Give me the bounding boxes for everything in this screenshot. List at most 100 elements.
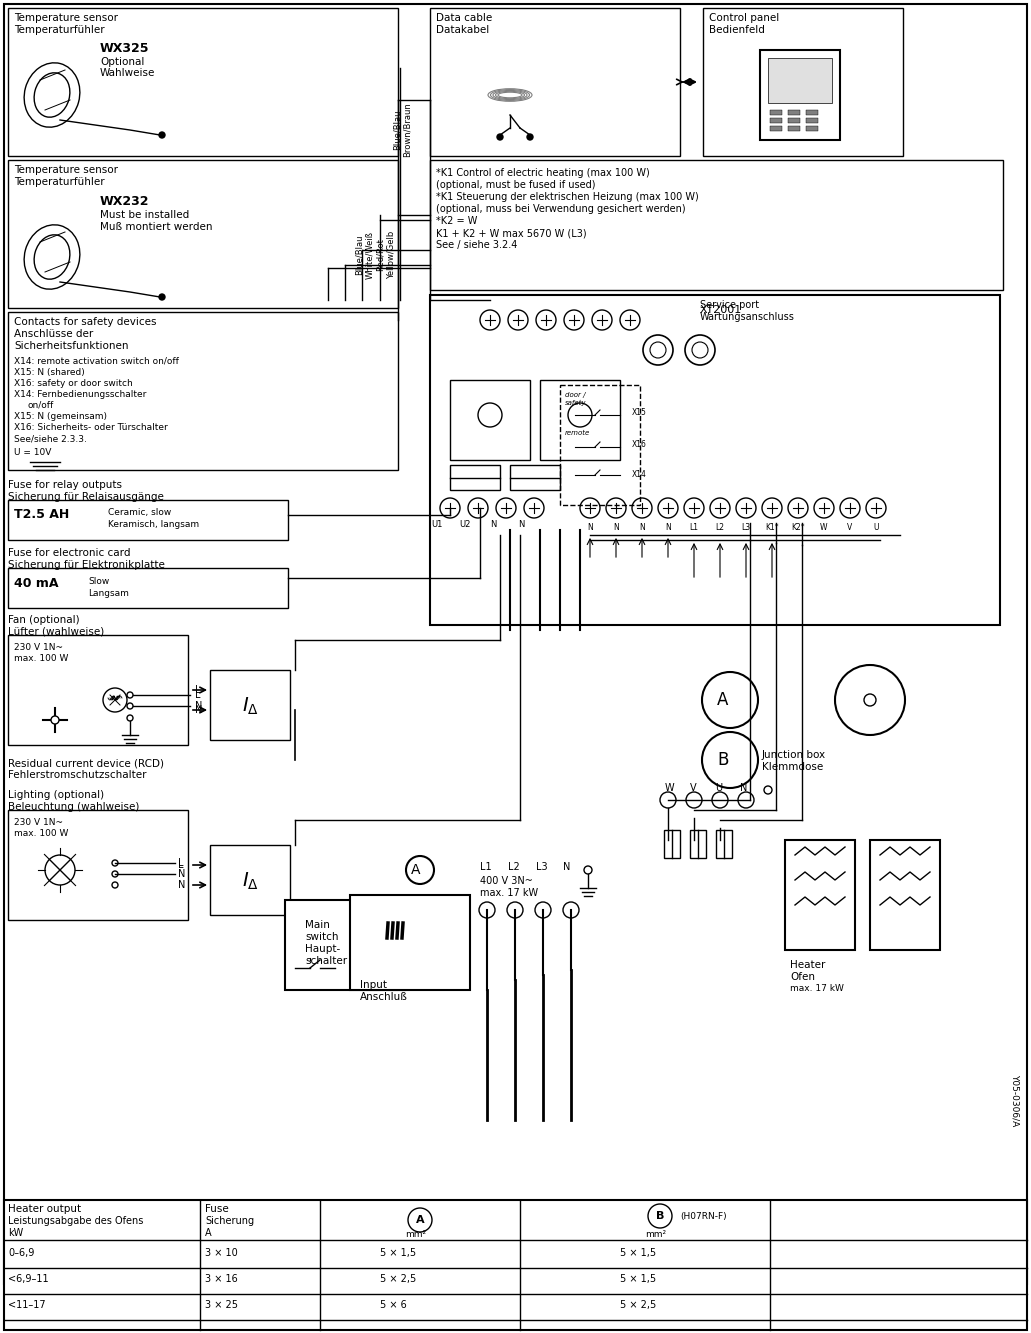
Text: Heater output: Heater output <box>8 1204 81 1214</box>
Bar <box>8 500 288 540</box>
Circle shape <box>535 902 551 918</box>
Text: Lighting (optional): Lighting (optional) <box>8 790 104 800</box>
Text: max. 17 kW: max. 17 kW <box>480 888 538 898</box>
Text: Leistungsabgabe des Ofens: Leistungsabgabe des Ofens <box>8 1216 143 1226</box>
Bar <box>716 830 732 858</box>
Circle shape <box>632 499 652 519</box>
Text: Temperaturfühler: Temperaturfühler <box>14 177 104 187</box>
Text: X16: Sicherheits- oder Türschalter: X16: Sicherheits- oder Türschalter <box>14 423 168 432</box>
Text: W: W <box>821 523 828 532</box>
Bar <box>450 465 500 491</box>
Text: 5 × 2,5: 5 × 2,5 <box>620 1300 657 1310</box>
Text: 3 × 10: 3 × 10 <box>205 1248 238 1258</box>
Text: T2.5 AH: T2.5 AH <box>14 508 69 521</box>
Circle shape <box>620 311 640 331</box>
Text: 5 × 1,5: 5 × 1,5 <box>380 1248 417 1258</box>
Text: 0–6,9: 0–6,9 <box>8 1248 34 1258</box>
Ellipse shape <box>34 73 70 117</box>
Text: 3 × 25: 3 × 25 <box>205 1300 238 1310</box>
Text: (optional, muss bei Verwendung gesichert werden): (optional, muss bei Verwendung gesichert… <box>436 204 686 215</box>
Text: X15: X15 <box>632 408 646 417</box>
Bar <box>806 127 818 131</box>
Text: U: U <box>873 523 878 532</box>
Text: Wahlweise: Wahlweise <box>100 68 156 79</box>
Text: mm²: mm² <box>645 1230 666 1238</box>
Text: Temperature sensor: Temperature sensor <box>14 13 118 23</box>
Bar <box>788 111 800 115</box>
Text: Fuse for electronic card: Fuse for electronic card <box>8 548 131 559</box>
Text: Y05-0306/A: Y05-0306/A <box>1010 1074 1020 1126</box>
Text: Slow: Slow <box>88 577 109 587</box>
Text: Fuse for relay outputs: Fuse for relay outputs <box>8 480 122 491</box>
Text: X14: X14 <box>632 471 646 479</box>
Bar <box>785 840 855 950</box>
Text: Keramisch, langsam: Keramisch, langsam <box>108 520 199 529</box>
Text: XT2001: XT2001 <box>700 305 742 315</box>
Circle shape <box>51 716 59 724</box>
Text: N: N <box>490 520 496 529</box>
Circle shape <box>762 499 781 519</box>
Text: $I_\Delta$: $I_\Delta$ <box>241 696 259 717</box>
Bar <box>210 845 290 914</box>
Ellipse shape <box>24 225 79 289</box>
Text: N: N <box>665 523 671 532</box>
Text: Fehlerstromschutzschalter: Fehlerstromschutzschalter <box>8 770 146 780</box>
Bar <box>430 8 680 156</box>
Text: N: N <box>178 880 186 890</box>
Text: Temperaturfühler: Temperaturfühler <box>14 25 104 35</box>
Circle shape <box>479 902 495 918</box>
Text: W: W <box>665 782 674 793</box>
Circle shape <box>650 343 666 359</box>
Bar <box>8 160 398 308</box>
Circle shape <box>568 403 592 427</box>
Text: L: L <box>178 860 184 870</box>
Bar <box>8 810 188 920</box>
Text: Control panel: Control panel <box>709 13 779 23</box>
Circle shape <box>536 311 556 331</box>
Text: Sicherung für Relaisausgänge: Sicherung für Relaisausgänge <box>8 492 164 503</box>
Text: See / siehe 3.2.4: See / siehe 3.2.4 <box>436 240 518 251</box>
Text: 5 × 6: 5 × 6 <box>380 1300 407 1310</box>
Text: Bedienfeld: Bedienfeld <box>709 25 765 35</box>
Text: L1: L1 <box>480 862 492 872</box>
Circle shape <box>702 672 758 728</box>
Text: remote: remote <box>565 431 591 436</box>
Circle shape <box>684 499 704 519</box>
Text: N: N <box>563 862 570 872</box>
Text: X14: Fernbedienungsschalter: X14: Fernbedienungsschalter <box>14 391 146 399</box>
Circle shape <box>496 499 516 519</box>
Text: Input: Input <box>360 980 387 990</box>
Text: 3 × 16: 3 × 16 <box>205 1274 238 1284</box>
Text: 400 V 3N~: 400 V 3N~ <box>480 876 533 886</box>
Bar <box>806 111 818 115</box>
Text: L: L <box>178 858 184 868</box>
Text: WX325: WX325 <box>100 43 149 55</box>
Text: Lüfter (wahlweise): Lüfter (wahlweise) <box>8 627 104 637</box>
Text: K2*: K2* <box>791 523 805 532</box>
Circle shape <box>580 499 600 519</box>
Bar <box>690 830 706 858</box>
Text: Blue/Blau
White/Weiß
Red/Rot
Yellow/Gelb: Blue/Blau White/Weiß Red/Rot Yellow/Gelb <box>355 231 395 279</box>
Circle shape <box>866 499 886 519</box>
Circle shape <box>406 856 434 884</box>
Circle shape <box>408 1208 432 1232</box>
Text: L: L <box>195 685 200 694</box>
Text: *K2 = W: *K2 = W <box>436 216 477 227</box>
Text: *K1 Control of electric heating (max 100 W): *K1 Control of electric heating (max 100… <box>436 168 650 179</box>
Circle shape <box>508 311 528 331</box>
Text: N: N <box>587 523 593 532</box>
Text: max. 100 W: max. 100 W <box>14 655 68 663</box>
Circle shape <box>112 870 118 877</box>
Text: 230 V 1N~: 230 V 1N~ <box>14 643 63 652</box>
Text: N: N <box>613 523 619 532</box>
Text: N: N <box>740 782 747 793</box>
Text: U: U <box>716 782 722 793</box>
Text: on/off: on/off <box>28 401 55 411</box>
Text: Sicherheitsfunktionen: Sicherheitsfunktionen <box>14 341 129 351</box>
Text: X14: remote activation switch on/off: X14: remote activation switch on/off <box>14 357 178 367</box>
Circle shape <box>835 665 905 734</box>
Circle shape <box>584 866 592 874</box>
Circle shape <box>468 499 488 519</box>
Text: N: N <box>195 705 202 714</box>
Text: 5 × 1,5: 5 × 1,5 <box>620 1248 656 1258</box>
